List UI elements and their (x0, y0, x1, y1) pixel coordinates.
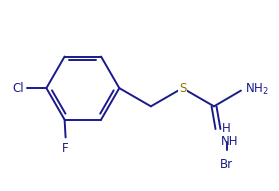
Text: F: F (62, 142, 69, 155)
Text: Br: Br (220, 158, 233, 171)
Text: H: H (222, 122, 231, 135)
Text: NH$_2$: NH$_2$ (245, 82, 269, 97)
Text: S: S (179, 82, 186, 95)
Text: NH: NH (221, 135, 239, 148)
Text: Cl: Cl (12, 82, 24, 95)
